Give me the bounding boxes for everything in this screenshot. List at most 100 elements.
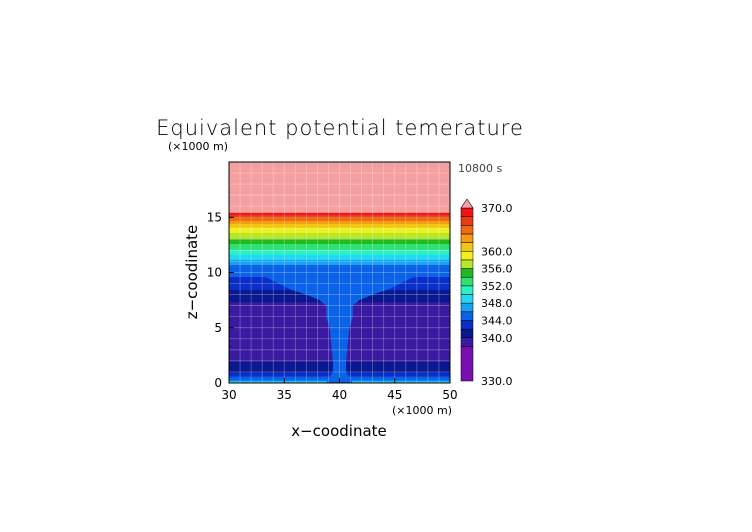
theta-layer <box>229 195 450 197</box>
colorbar-swatch <box>460 225 474 235</box>
y-tick-label: 0 <box>214 376 222 390</box>
theta-layer <box>229 237 450 239</box>
y-tick-label: 5 <box>214 321 222 335</box>
colorbar-swatch <box>460 242 474 252</box>
theta-layer <box>229 171 450 173</box>
theta-layer <box>229 194 450 196</box>
colorbar-extend-arrow <box>460 198 474 209</box>
theta-layer <box>229 162 450 164</box>
theta-layer <box>229 261 450 264</box>
colorbar-swatch <box>460 320 474 330</box>
colorbar-tick-label: 348.0 <box>481 297 513 310</box>
grid-lines <box>229 162 450 383</box>
theta-layer <box>229 269 450 272</box>
colorbar-tick-label: 356.0 <box>481 263 513 276</box>
theta-layer <box>229 176 450 178</box>
colorbar-swatch <box>460 207 474 217</box>
colorbar-swatch <box>460 337 474 347</box>
theta-layer <box>229 191 450 193</box>
theta-layer <box>229 202 450 204</box>
theta-layer <box>229 168 450 170</box>
theta-layer <box>229 183 450 185</box>
theta-layer <box>229 270 450 273</box>
theta-layer <box>229 225 450 227</box>
colorbar-swatch <box>460 251 474 261</box>
colorbar-tick-label: 352.0 <box>481 280 513 293</box>
x-tick-label: 30 <box>221 388 236 402</box>
theta-layer <box>229 251 450 254</box>
theta-layer <box>229 223 450 225</box>
theta-layer <box>229 187 450 189</box>
colorbar-swatch <box>460 328 474 339</box>
theta-layer <box>229 236 450 238</box>
theta-layer <box>229 199 450 201</box>
theta-layer <box>229 218 450 220</box>
theta-layer <box>229 206 450 208</box>
theta-layer <box>229 231 450 233</box>
colorbar-swatch <box>460 233 474 243</box>
x-tick-label: 40 <box>332 388 347 402</box>
theta-layer <box>229 188 450 190</box>
theta-layer <box>229 220 450 222</box>
theta-layer <box>229 165 450 167</box>
theta-layer <box>229 250 450 253</box>
colorbar-swatch <box>460 346 474 382</box>
theta-layer <box>229 189 450 191</box>
theta-layer <box>229 214 450 216</box>
theta-layer <box>229 216 450 218</box>
theta-layer <box>229 229 450 231</box>
theta-layer <box>229 217 450 219</box>
x-tick-label: 35 <box>277 388 292 402</box>
theta-layer <box>229 173 450 175</box>
theta-layer <box>229 232 450 234</box>
x-tick-label: 45 <box>387 388 402 402</box>
colorbar-swatch <box>460 216 474 226</box>
theta-layer <box>229 205 450 207</box>
theta-layer <box>229 254 450 257</box>
theta-layer <box>229 258 450 261</box>
theta-layer <box>229 211 450 213</box>
theta-layer <box>229 184 450 186</box>
theta-layer <box>229 253 450 256</box>
y-tick-label: 10 <box>207 266 222 280</box>
theta-layer <box>229 233 450 235</box>
y-axis-ticks: 0 5 10 15 <box>207 210 234 390</box>
theta-layer <box>229 249 450 251</box>
y-axis-unit: (×1000 m) <box>168 140 228 153</box>
theta-layer <box>229 209 450 211</box>
colorbar-tick-label: 344.0 <box>481 314 513 327</box>
theta-layer <box>229 178 450 180</box>
theta-layer <box>229 181 450 183</box>
theta-layer <box>229 264 450 267</box>
theta-layer <box>229 240 450 242</box>
x-tick-label: 50 <box>442 388 457 402</box>
theta-layer <box>229 166 450 168</box>
theta-layer <box>229 210 450 212</box>
y-axis-label: z−coodinate <box>183 225 201 320</box>
theta-layer <box>229 259 450 262</box>
theta-layer <box>229 221 450 223</box>
theta-layer <box>229 260 450 263</box>
chart-title: Equivalent potential temerature <box>156 116 524 140</box>
theta-layer <box>229 186 450 188</box>
colorbar-tick-label: 370.0 <box>481 202 513 215</box>
theta-layer <box>229 213 450 215</box>
theta-layer <box>229 167 450 169</box>
theta-layer <box>229 252 450 255</box>
theta-layer <box>229 271 450 274</box>
theta-layer <box>229 180 450 182</box>
theta-layer <box>229 238 450 240</box>
colorbar-tick-label: 340.0 <box>481 332 513 345</box>
plume-region <box>251 272 428 383</box>
colorbar-swatch <box>460 294 474 304</box>
colorbar-swatch <box>460 285 474 295</box>
colorbar-swatch <box>460 311 474 321</box>
theta-layer <box>229 170 450 172</box>
theta-layer <box>229 239 450 241</box>
colorbar-swatch <box>460 276 474 287</box>
theta-layer <box>229 245 450 247</box>
theta-layer <box>229 208 450 210</box>
theta-layer <box>229 179 450 181</box>
theta-layer <box>229 204 450 206</box>
